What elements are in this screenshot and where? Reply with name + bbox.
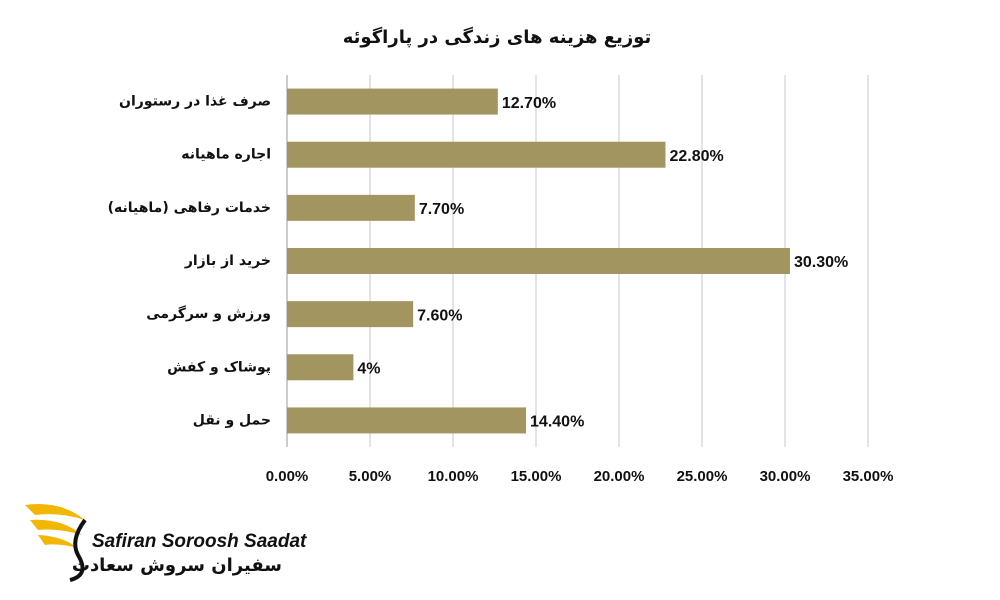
logo-wing bbox=[25, 504, 85, 520]
value-label: 7.70% bbox=[419, 201, 464, 218]
bar bbox=[287, 407, 527, 434]
logo-wing bbox=[38, 535, 78, 548]
logo-wing bbox=[30, 519, 82, 535]
logo: Safiran Soroosh Saadat سفیران سروش سعادت bbox=[25, 504, 307, 582]
x-tick-label: 30.00% bbox=[760, 468, 811, 485]
x-tick-label: 35.00% bbox=[843, 468, 894, 485]
value-label: 22.80% bbox=[669, 148, 723, 165]
y-tick-label: صرف غذا در رستوران bbox=[119, 94, 271, 110]
x-tick-label: 25.00% bbox=[677, 468, 728, 485]
value-label: 30.30% bbox=[794, 254, 848, 271]
bar bbox=[287, 141, 666, 168]
logo-text: Safiran Soroosh Saadat bbox=[92, 531, 307, 552]
bar bbox=[287, 301, 414, 328]
x-tick-label: 15.00% bbox=[511, 468, 562, 485]
chart-title: توزیع هزینه های زندگی در پاراگوئه bbox=[343, 26, 652, 48]
value-label: 12.70% bbox=[502, 95, 556, 112]
value-label: 14.40% bbox=[530, 414, 584, 431]
bar bbox=[287, 194, 415, 221]
x-tick-label: 10.00% bbox=[428, 468, 479, 485]
value-label: 7.60% bbox=[417, 307, 462, 324]
bar bbox=[287, 354, 354, 381]
bar bbox=[287, 88, 498, 115]
y-tick-label: خدمات رفاهی (ماهیانه) bbox=[108, 200, 271, 216]
y-tick-label: اجاره ماهیانه bbox=[181, 147, 271, 163]
y-tick-label: خرید از بازار bbox=[184, 253, 271, 269]
y-tick-label: حمل و نقل bbox=[193, 412, 271, 428]
value-label: 4% bbox=[357, 361, 380, 378]
x-tick-label: 0.00% bbox=[266, 468, 309, 485]
y-tick-label: پوشاک و کفش bbox=[167, 359, 271, 375]
x-tick-label: 20.00% bbox=[594, 468, 645, 485]
logo-swan bbox=[69, 518, 87, 582]
y-tick-label: ورزش و سرگرمی bbox=[146, 305, 271, 322]
logo-text: سفیران سروش سعادت bbox=[72, 555, 282, 576]
x-tick-label: 5.00% bbox=[349, 468, 392, 485]
bar bbox=[287, 248, 790, 274]
